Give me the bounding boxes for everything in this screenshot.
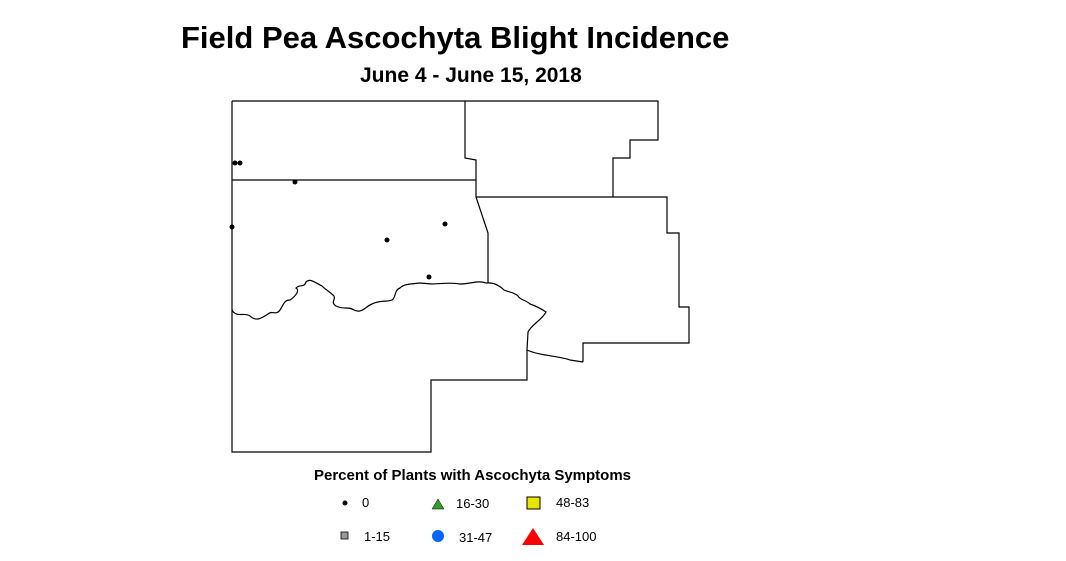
legend-label: 16-30: [456, 496, 490, 511]
county-boundary: [231, 101, 528, 453]
site-marker: [237, 160, 243, 166]
map-subtitle: June 4 - June 15, 2018: [360, 64, 582, 87]
site-marker: [442, 221, 448, 227]
legend-symbol-48-83: [526, 496, 541, 510]
legend-label: 48-83: [556, 495, 590, 510]
legend-symbol-0: [342, 500, 348, 506]
county-boundary: [476, 196, 690, 362]
site-marker: [384, 237, 390, 243]
observation-sites: [229, 160, 448, 280]
legend-symbol-16-30: [431, 498, 445, 510]
site-marker: [232, 160, 238, 166]
legend-label: 1-15: [364, 529, 391, 544]
legend-symbol-1-15: [340, 531, 349, 540]
site-marker: [229, 224, 235, 230]
river-boundary: [231, 279, 584, 363]
legend-symbol-84-100: [522, 528, 544, 545]
legend-label: 0: [362, 495, 370, 510]
legend-title: Percent of Plants with Ascochyta Symptom…: [314, 467, 632, 484]
legend-label: 31-47: [459, 530, 493, 545]
site-marker: [426, 274, 432, 280]
map-title: Field Pea Ascochyta Blight Incidence: [181, 20, 730, 55]
legend-symbol-31-47: [432, 530, 444, 542]
site-marker: [292, 179, 298, 185]
county-boundary: [465, 100, 659, 197]
legend-label: 84-100: [556, 529, 597, 544]
